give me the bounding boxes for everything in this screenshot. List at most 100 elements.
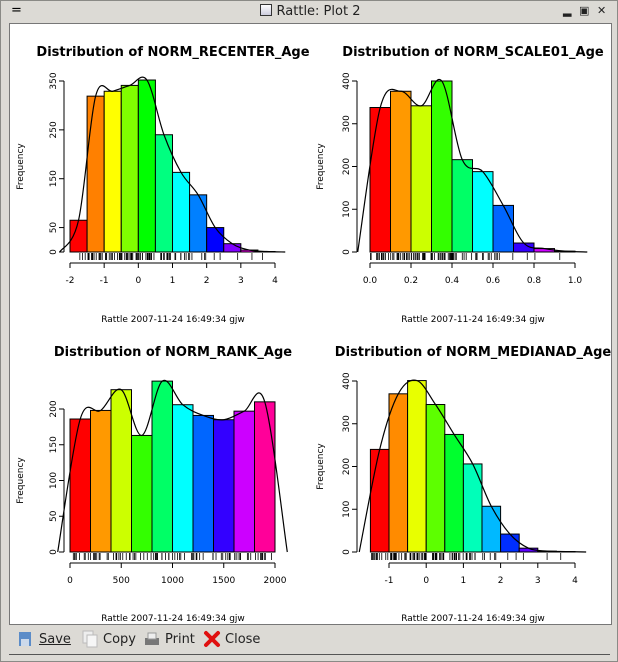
histogram-bar [86, 95, 105, 253]
histogram-bar [120, 84, 139, 253]
y-axis-label: Frequency [16, 143, 26, 190]
y-tick-label: 0 [49, 249, 59, 255]
density-curve [59, 76, 286, 253]
save-button[interactable]: Save [17, 630, 71, 648]
x-tick-label: 3 [238, 276, 244, 286]
y-axis-label: Frequency [16, 457, 26, 504]
window-menu-button[interactable]: = [11, 3, 22, 18]
histogram-bar [206, 227, 225, 253]
histogram-bar [425, 404, 446, 553]
x-tick-label: 4 [272, 276, 278, 286]
y-tick-label: 300 [342, 415, 352, 432]
x-tick-label: 1 [170, 276, 176, 286]
histogram-bar [472, 171, 494, 253]
y-tick-label: 100 [342, 200, 352, 217]
histogram-panel: Distribution of NORM_RECENTER_Age Frequen… [16, 45, 310, 325]
y-tick-label: 150 [49, 436, 59, 453]
copy-label: Copy [103, 631, 136, 647]
x-tick-label: 1 [461, 576, 467, 586]
y-tick-label: 350 [49, 72, 59, 89]
histogram-panel: Distribution of NORM_MEDIANAD_Age Frequen… [316, 345, 611, 624]
title-bar[interactable]: = Rattle: Plot 2 ▂ ▣ ✕ [1, 1, 617, 23]
y-tick-label: 50 [49, 222, 59, 234]
x-tick-label: 4 [572, 576, 578, 586]
histogram-bar [172, 404, 194, 553]
histogram-bar [213, 419, 235, 553]
histogram-bar [254, 401, 276, 553]
y-tick-label: 400 [342, 372, 352, 389]
y-tick-label: 0 [342, 249, 352, 255]
x-tick-label: 1500 [212, 576, 235, 586]
x-tick-label: 1.0 [568, 276, 583, 286]
histogram-bar [223, 243, 242, 253]
density-curve [357, 78, 588, 253]
x-tick-label: 500 [113, 576, 130, 586]
histogram-bar [369, 107, 391, 253]
density-curve [57, 379, 288, 553]
histogram-bar [388, 393, 409, 553]
x-tick-label: 0.6 [486, 276, 501, 286]
x-tick-label: 0 [135, 276, 141, 286]
close-icon [204, 631, 220, 647]
histogram-bar [110, 389, 132, 553]
print-button[interactable]: Print [143, 630, 195, 648]
x-tick-label: 0.4 [445, 276, 460, 286]
x-tick-label: 3 [535, 576, 541, 586]
histogram-bar [137, 79, 156, 253]
histogram-bar [189, 194, 208, 253]
save-icon [19, 632, 31, 646]
y-tick-label: 200 [49, 400, 59, 417]
y-tick-label: 100 [342, 500, 352, 517]
y-tick-label: 0 [342, 549, 352, 555]
y-tick-label: 200 [342, 458, 352, 475]
histogram-bar [172, 171, 191, 253]
histogram-bar [103, 90, 122, 253]
histogram-bar [390, 90, 412, 253]
x-tick-label: 2 [498, 576, 504, 586]
minimize-button[interactable]: ▂ [563, 4, 572, 17]
y-tick-label: 400 [342, 72, 352, 89]
maximize-button[interactable]: ▣ [579, 4, 590, 17]
histogram-bar [407, 380, 427, 553]
x-tick-label: -1 [385, 576, 394, 586]
save-label: Save [39, 631, 71, 647]
histogram-bar [492, 204, 514, 253]
x-tick-label: 2 [204, 276, 210, 286]
x-tick-label: 1000 [161, 576, 184, 586]
histogram-bar [481, 505, 502, 553]
x-tick-label: 0.0 [363, 276, 378, 286]
window-title-wrap: Rattle: Plot 2 [1, 4, 617, 19]
y-tick-label: 150 [49, 170, 59, 187]
histogram-bar [69, 418, 91, 553]
close-button[interactable]: Close [203, 630, 260, 648]
histogram-bar [451, 159, 473, 253]
print-icon [145, 632, 159, 645]
copy-button[interactable]: Copy [81, 630, 136, 648]
y-tick-label: 100 [49, 472, 59, 489]
close-window-button[interactable]: ✕ [597, 4, 607, 17]
histogram-bar [233, 410, 255, 553]
histogram-bar [410, 105, 432, 253]
x-tick-label: 2000 [264, 576, 287, 586]
copy-icon [82, 630, 98, 648]
histogram-bar [500, 533, 520, 553]
y-axis-label: Frequency [316, 443, 326, 490]
y-tick-label: 50 [49, 510, 59, 522]
chart-title: Distribution of NORM_RANK_Age [54, 345, 292, 360]
y-tick-label: 250 [49, 121, 59, 138]
footnote: Rattle 2007-11-24 16:49:34 gjw [401, 614, 545, 624]
histogram-bar [444, 433, 464, 553]
y-tick-label: 300 [342, 115, 352, 132]
histogram-bar [90, 409, 112, 553]
y-tick-label: 0 [49, 549, 59, 555]
histogram-bar [192, 414, 214, 553]
footnote: Rattle 2007-11-24 16:49:34 gjw [401, 315, 545, 325]
y-tick-label: 200 [342, 158, 352, 175]
window-title: Rattle: Plot 2 [276, 4, 361, 19]
toolbar: Save Copy Print Close [9, 624, 610, 655]
print-label: Print [165, 631, 195, 647]
density-curve [358, 379, 587, 553]
footnote: Rattle 2007-11-24 16:49:34 gjw [101, 315, 245, 325]
